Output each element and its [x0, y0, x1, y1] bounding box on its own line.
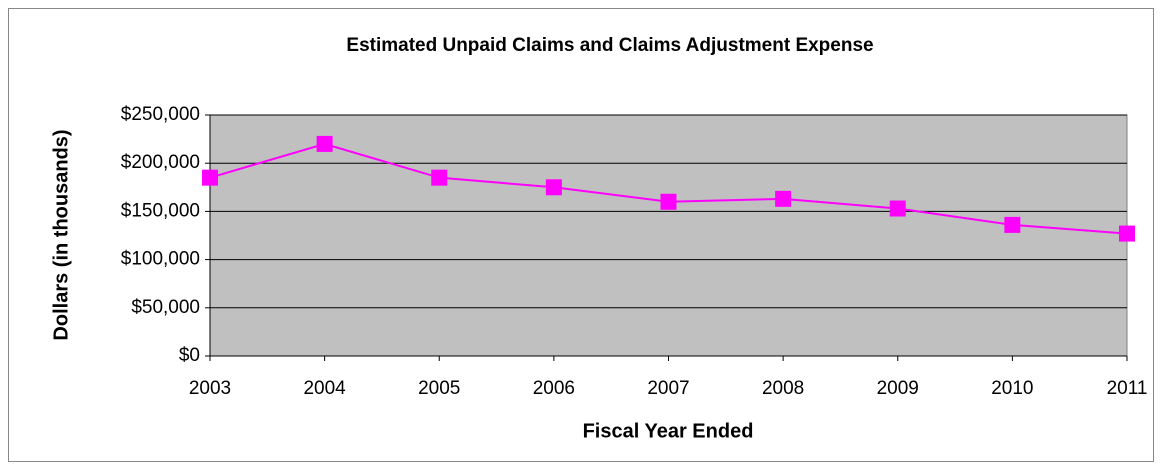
data-point [1004, 216, 1021, 233]
data-point [1119, 225, 1135, 242]
data-point [660, 193, 677, 210]
data-point [545, 179, 562, 196]
y-tick-label: $100,000 [121, 249, 200, 270]
y-tick-label: $50,000 [131, 297, 200, 318]
x-tick-label: 2007 [647, 378, 689, 399]
y-tick-label: $200,000 [121, 152, 200, 173]
x-tick-label: 2003 [189, 378, 231, 399]
x-tick-label: 2004 [303, 378, 346, 399]
data-point [775, 190, 792, 207]
x-tick-label: 2009 [877, 378, 919, 399]
y-tick-label: $150,000 [121, 200, 200, 221]
x-tick-label: 2006 [533, 378, 575, 399]
x-axis-title: Fiscal Year Ended [583, 420, 754, 442]
y-tick-label: $250,000 [121, 104, 200, 125]
x-tick-label: 2008 [762, 378, 804, 399]
y-tick-label: $0 [179, 345, 200, 366]
data-point [889, 200, 906, 217]
x-tick-label: 2011 [1107, 378, 1148, 399]
data-point [316, 135, 333, 152]
y-axis-title: Dollars (in thousands) [50, 129, 72, 340]
x-tick-label: 2005 [418, 378, 460, 399]
data-point [431, 169, 448, 186]
data-point [202, 169, 218, 186]
x-tick-label: 2010 [991, 378, 1033, 399]
chart-title: Estimated Unpaid Claims and Claims Adjus… [346, 35, 873, 56]
